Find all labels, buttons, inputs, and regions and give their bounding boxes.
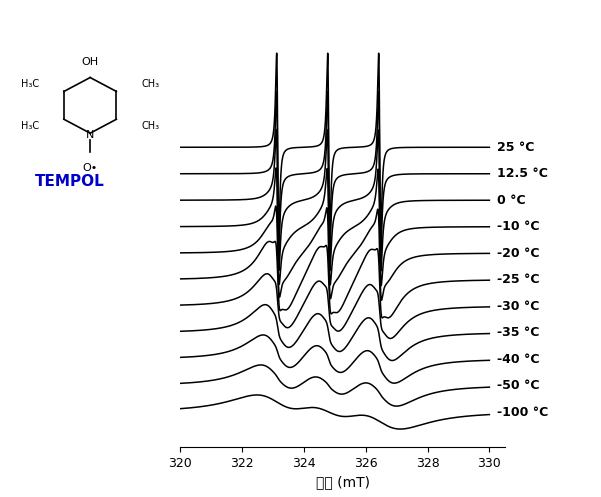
Text: -10 °C: -10 °C [497, 220, 540, 233]
Text: -20 °C: -20 °C [497, 247, 540, 259]
X-axis label: 磁場 (mT): 磁場 (mT) [316, 476, 370, 490]
Text: -30 °C: -30 °C [497, 300, 540, 313]
Text: -50 °C: -50 °C [497, 379, 540, 392]
Text: O•: O• [82, 163, 98, 173]
Text: TEMPOL: TEMPOL [35, 174, 105, 189]
Text: 0 °C: 0 °C [497, 194, 526, 207]
Text: H₃C: H₃C [20, 121, 38, 131]
Text: 25 °C: 25 °C [497, 141, 534, 154]
Text: CH₃: CH₃ [142, 80, 160, 89]
Text: H₃C: H₃C [20, 80, 38, 89]
Text: N: N [86, 130, 94, 140]
Text: -35 °C: -35 °C [497, 326, 540, 339]
Text: CH₃: CH₃ [142, 121, 160, 131]
Text: 12.5 °C: 12.5 °C [497, 167, 548, 180]
Text: -25 °C: -25 °C [497, 273, 540, 286]
Text: -40 °C: -40 °C [497, 352, 540, 366]
Text: OH: OH [82, 57, 99, 67]
Text: -100 °C: -100 °C [497, 406, 548, 418]
